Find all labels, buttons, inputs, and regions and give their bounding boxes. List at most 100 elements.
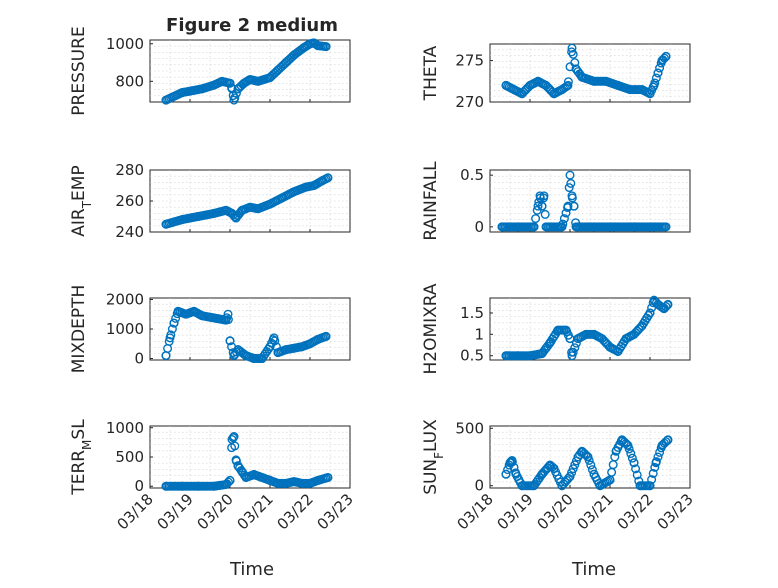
data-point — [513, 222, 523, 232]
data-point — [189, 306, 199, 316]
data-point — [589, 76, 599, 86]
data-point — [533, 76, 543, 86]
y-tick-label: 1000 — [106, 419, 144, 437]
data-point — [610, 452, 620, 462]
data-point — [161, 95, 171, 105]
data-point — [635, 481, 645, 491]
data-point — [623, 441, 633, 451]
data-point — [241, 472, 251, 482]
data-point — [605, 475, 615, 485]
data-point — [645, 481, 655, 491]
data-point — [501, 469, 511, 479]
data-point — [645, 89, 655, 99]
data-point — [605, 342, 615, 352]
data-point — [540, 209, 550, 219]
y-axis-label: AIRTEMP — [69, 165, 94, 236]
data-point — [233, 345, 243, 355]
data-point — [651, 458, 661, 468]
data-point — [233, 84, 243, 94]
data-point — [533, 201, 543, 211]
data-point — [277, 193, 287, 203]
data-point — [161, 351, 171, 361]
data-point — [321, 331, 331, 341]
data-point — [597, 334, 607, 344]
data-point — [647, 475, 657, 485]
data-point — [583, 452, 593, 462]
data-point — [269, 333, 279, 343]
y-tick-label: 0.5 — [460, 166, 484, 184]
y-tick-label: 270 — [455, 93, 484, 111]
data-point — [571, 64, 581, 74]
x-tick-label: 03/20 — [194, 490, 237, 533]
data-point — [323, 472, 333, 482]
data-point — [209, 208, 219, 218]
data-point — [507, 455, 517, 465]
data-point — [613, 80, 623, 90]
x-tick-label: 03/23 — [314, 490, 357, 533]
data-point — [589, 222, 599, 232]
data-point — [529, 481, 539, 491]
data-point — [613, 346, 623, 356]
data-point — [657, 441, 667, 451]
data-point — [563, 77, 573, 87]
y-tick-label: 275 — [455, 52, 484, 70]
data-point — [649, 80, 659, 90]
data-point — [565, 472, 575, 482]
data-point — [609, 222, 619, 232]
data-point — [513, 351, 523, 361]
data-point — [229, 351, 239, 361]
data-point — [193, 211, 203, 221]
data-point — [517, 89, 527, 99]
data-point — [557, 222, 567, 232]
data-point — [181, 309, 191, 319]
y-axis-label: RAINFALL — [421, 161, 441, 241]
data-point — [537, 349, 547, 359]
data-point — [567, 351, 577, 361]
x-tick-label: 03/19 — [494, 490, 537, 533]
data-point — [577, 446, 587, 456]
data-point — [559, 214, 569, 224]
data-point — [165, 333, 175, 343]
data-point — [661, 51, 671, 61]
data-point — [637, 85, 647, 95]
data-point — [566, 178, 576, 188]
data-point — [225, 78, 235, 88]
y-tick-label: 0.5 — [460, 347, 484, 365]
data-point — [217, 76, 227, 86]
data-point — [631, 464, 641, 474]
y-axis-label: MIXDEPTH — [69, 285, 89, 374]
x-tick-label: 03/19 — [154, 490, 197, 533]
data-point — [569, 201, 579, 211]
data-point — [563, 201, 573, 211]
data-point — [289, 187, 299, 197]
data-point — [557, 481, 567, 491]
data-point — [601, 76, 611, 86]
y-tick-label: 0 — [474, 477, 484, 495]
data-point — [225, 336, 235, 346]
data-point — [177, 88, 187, 98]
y-tick-label: 2000 — [106, 290, 144, 308]
data-point — [231, 455, 241, 465]
data-point — [231, 213, 241, 223]
data-point — [653, 452, 663, 462]
data-point — [541, 80, 551, 90]
data-point — [249, 470, 259, 480]
series-sun-flux — [501, 435, 673, 491]
data-point — [253, 76, 263, 86]
data-point — [653, 299, 663, 309]
data-point — [549, 89, 559, 99]
data-point — [223, 309, 233, 319]
data-point — [164, 336, 174, 346]
series-mixdepth — [161, 306, 331, 364]
data-point — [626, 449, 636, 459]
data-point — [570, 343, 580, 353]
data-point — [209, 80, 219, 90]
x-tick-label: 03/22 — [274, 490, 317, 533]
data-point — [661, 222, 671, 232]
data-point — [577, 72, 587, 82]
series-air-temp — [161, 173, 333, 229]
y-tick-label: 1000 — [106, 320, 144, 338]
data-point — [545, 338, 555, 348]
